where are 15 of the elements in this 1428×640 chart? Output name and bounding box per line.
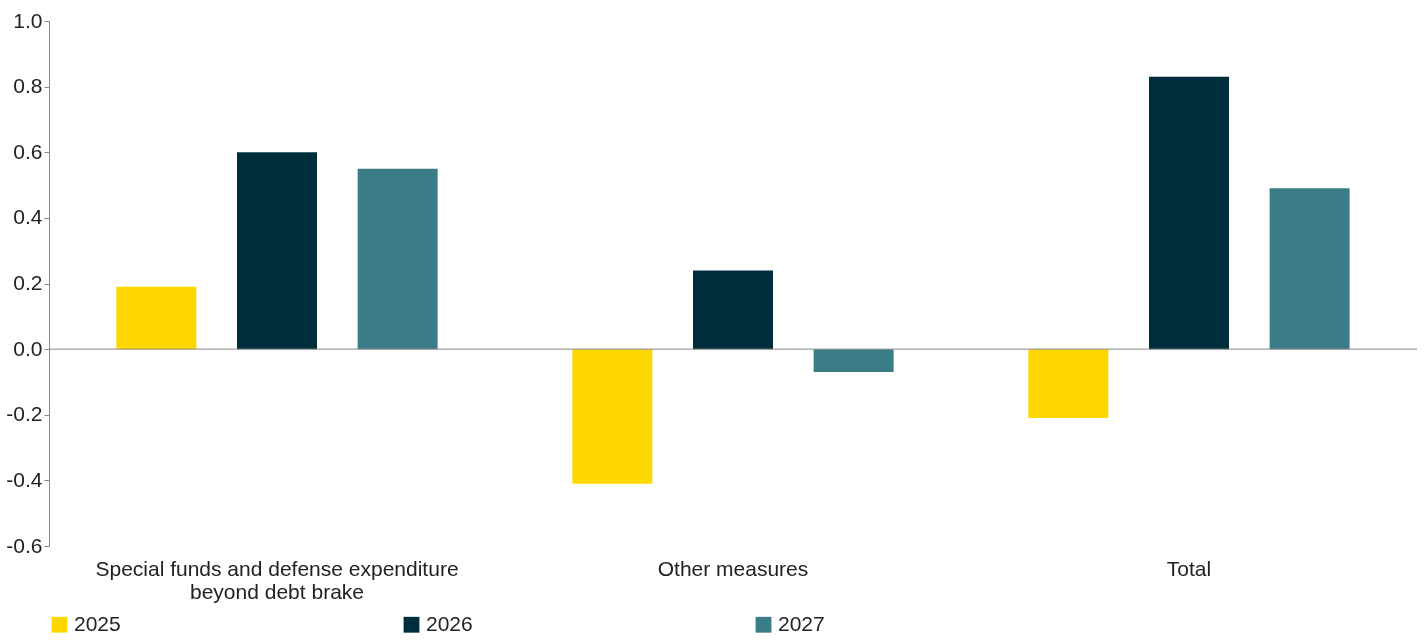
y-tick-label: 0.0 bbox=[13, 336, 43, 360]
y-tick-label: 0.6 bbox=[13, 139, 43, 163]
y-tick-label: -0.6 bbox=[6, 533, 43, 557]
y-tick-label: 0.4 bbox=[13, 205, 43, 229]
y-tick-label: 1.0 bbox=[13, 8, 43, 32]
y-tick-label: -0.4 bbox=[6, 467, 43, 491]
y-tick-label: -0.2 bbox=[6, 402, 43, 426]
x-tick-label: Special funds and defense expenditure beyond debt brake bbox=[95, 556, 459, 603]
x-tick-label: Total bbox=[1166, 556, 1212, 580]
legend-label: 2027 bbox=[778, 611, 825, 635]
x-tick-label: Other measures bbox=[657, 556, 809, 580]
legend-label: 2026 bbox=[426, 611, 473, 635]
y-tick-label: 0.2 bbox=[13, 271, 43, 294]
legend-label: 2025 bbox=[74, 611, 121, 635]
y-tick-label: 0.8 bbox=[13, 74, 43, 98]
